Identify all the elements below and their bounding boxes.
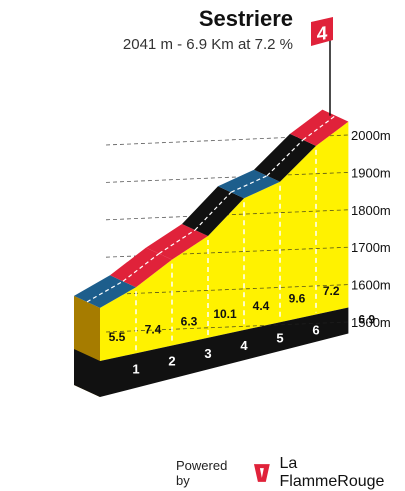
climb-title: Sestriere — [198, 6, 293, 31]
road-center-line — [158, 229, 196, 255]
elevation-tick-label: 2000m — [351, 128, 391, 143]
gradient-label: 4.4 — [253, 299, 270, 313]
climb-subtitle: 2041 m - 6.9 Km at 7.2 % — [122, 36, 293, 53]
category-flag-label: 4 — [317, 23, 328, 45]
elevation-tick-label: 1900m — [351, 165, 391, 180]
km-tick-label: 5 — [276, 330, 283, 345]
total-distance-label: 6.9 — [358, 313, 375, 327]
elevation-tick-label: 1700m — [351, 240, 391, 255]
gradient-label: 5.5 — [109, 330, 126, 344]
profile-front-face — [100, 121, 349, 361]
flamme-rouge-logo-icon — [253, 464, 270, 482]
elevation-grid-line — [105, 134, 349, 146]
elevation-tick-label: 1500m — [351, 315, 391, 330]
road-center-line — [266, 139, 304, 177]
gradient-label: 9.6 — [289, 291, 306, 305]
km-tick-label: 4 — [240, 338, 248, 353]
road-segment — [290, 109, 349, 146]
gradient-label: 6.3 — [181, 315, 198, 329]
road-center-line — [194, 191, 232, 231]
elevation-tick-label: 1600m — [351, 278, 391, 293]
gradient-label: 10.1 — [213, 307, 237, 321]
profile-base-band — [74, 307, 349, 397]
brand-label: La FlammeRouge — [279, 455, 385, 490]
road-segment — [74, 275, 136, 308]
gradient-label: 7.4 — [145, 322, 162, 336]
road-center-line — [122, 253, 160, 282]
category-flag — [311, 17, 333, 46]
road-segment — [182, 186, 244, 237]
elevation-grid-line — [105, 246, 349, 258]
km-tick-label: 6 — [312, 323, 319, 338]
powered-by-label: Powered by — [176, 458, 228, 488]
footer: Powered by La FlammeRouge — [176, 455, 405, 491]
road-segment — [254, 133, 316, 182]
elevation-grid-line — [105, 321, 349, 333]
km-tick-label: 1 — [132, 361, 139, 376]
elevation-tick-label: 1800m — [351, 203, 391, 218]
elevation-grid-line — [105, 284, 349, 295]
km-tick-label: 3 — [204, 346, 211, 361]
km-tick-label: 2 — [168, 354, 175, 369]
elevation-grid-line — [105, 172, 349, 183]
gradient-label: 7.2 — [323, 284, 340, 298]
